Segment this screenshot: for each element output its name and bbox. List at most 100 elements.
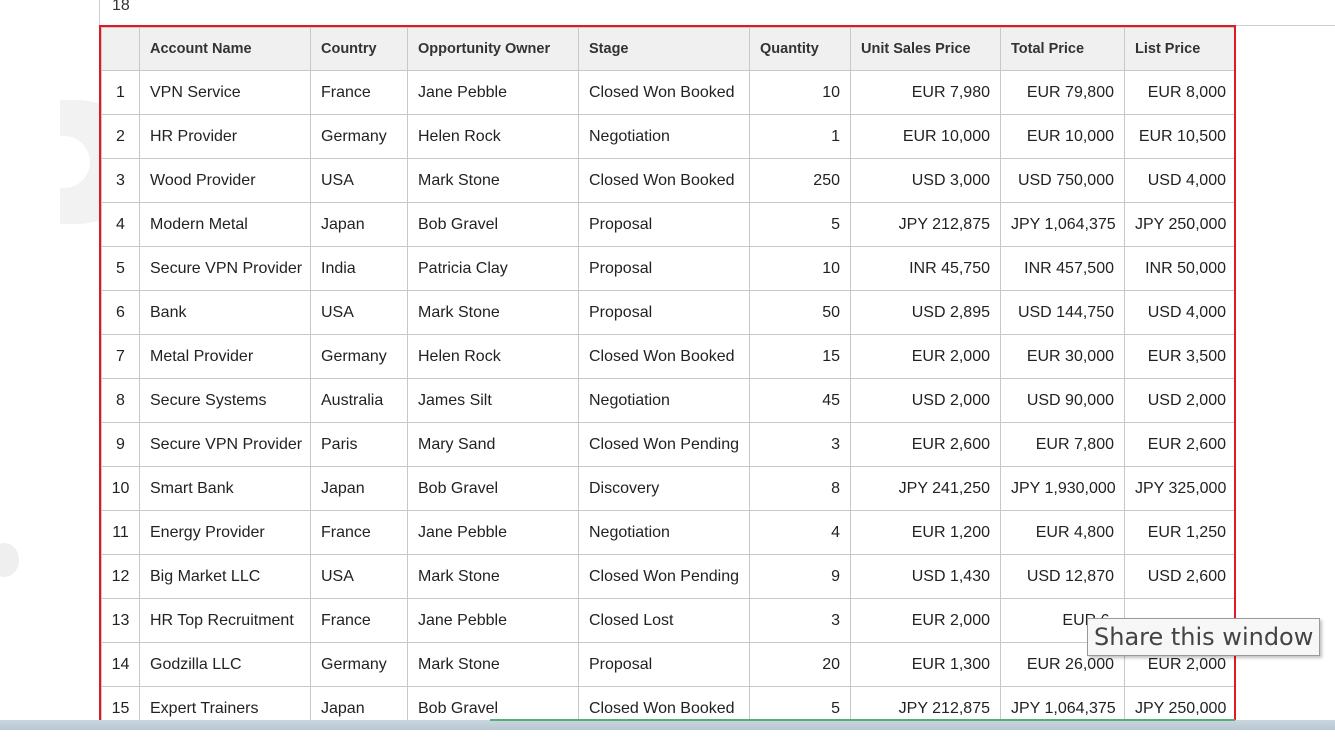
list-price-header[interactable]: List Price (1124, 27, 1234, 71)
account-name-cell[interactable]: Godzilla LLC (139, 642, 311, 687)
unit-sales-price-cell[interactable]: JPY 212,875 (850, 202, 1001, 247)
quantity-cell[interactable]: 20 (749, 642, 851, 687)
opportunity-owner-cell[interactable]: Mary Sand (407, 422, 579, 467)
total-price-cell[interactable]: JPY 1,064,375 (1000, 686, 1125, 725)
account-name-cell[interactable]: Big Market LLC (139, 554, 311, 599)
opportunity-owner-cell[interactable]: Mark Stone (407, 554, 579, 599)
unit-sales-price-cell[interactable]: EUR 2,600 (850, 422, 1001, 467)
list-price-cell[interactable]: JPY 250,000 (1124, 686, 1234, 725)
quantity-cell[interactable]: 5 (749, 202, 851, 247)
stage-cell[interactable]: Closed Won Booked (578, 686, 750, 725)
list-price-cell[interactable]: EUR 3,500 (1124, 334, 1234, 379)
row-number[interactable]: 15 (101, 686, 140, 725)
total-price-cell[interactable]: USD 90,000 (1000, 378, 1125, 423)
quantity-cell[interactable]: 250 (749, 158, 851, 203)
unit-sales-price-cell[interactable]: USD 2,895 (850, 290, 1001, 335)
table-row[interactable]: 13 HR Top Recruitment France Jane Pebble Clo… (101, 598, 1234, 643)
total-price-cell[interactable]: JPY 1,930,000 (1000, 466, 1125, 511)
total-price-header[interactable]: Total Price (1000, 27, 1125, 71)
table-row[interactable]: 7 Metal Provider Germany Helen Rock Closed W… (101, 334, 1234, 379)
stage-cell[interactable]: Negotiation (578, 378, 750, 423)
quantity-cell[interactable]: 10 (749, 70, 851, 115)
row-number[interactable]: 6 (101, 290, 140, 335)
opportunity-owner-cell[interactable]: Bob Gravel (407, 686, 579, 725)
unit-sales-price-cell[interactable]: JPY 241,250 (850, 466, 1001, 511)
country-cell[interactable]: Australia (310, 378, 408, 423)
country-header[interactable]: Country (310, 27, 408, 71)
country-cell[interactable]: France (310, 510, 408, 555)
stage-cell[interactable]: Closed Won Booked (578, 158, 750, 203)
opportunity-owner-cell[interactable]: Mark Stone (407, 642, 579, 687)
total-price-cell[interactable]: EUR 4,800 (1000, 510, 1125, 555)
list-price-cell[interactable]: USD 4,000 (1124, 158, 1234, 203)
list-price-cell[interactable]: USD 4,000 (1124, 290, 1234, 335)
opportunity-owner-cell[interactable]: Helen Rock (407, 114, 579, 159)
opportunity-owner-cell[interactable]: Mark Stone (407, 158, 579, 203)
row-number[interactable]: 9 (101, 422, 140, 467)
table-row[interactable]: 12 Big Market LLC USA Mark Stone Closed Won … (101, 554, 1234, 599)
account-name-cell[interactable]: Bank (139, 290, 311, 335)
total-price-cell[interactable]: JPY 1,064,375 (1000, 202, 1125, 247)
stage-cell[interactable]: Closed Won Pending (578, 554, 750, 599)
account-name-cell[interactable]: Secure VPN Provider (139, 246, 311, 291)
list-price-cell[interactable]: JPY 250,000 (1124, 202, 1234, 247)
table-row[interactable]: 5 Secure VPN Provider India Patricia Clay Pr… (101, 246, 1234, 291)
row-number[interactable]: 3 (101, 158, 140, 203)
selected-table-region[interactable]: Account Name Country Opportunity Owner Stag… (99, 25, 1236, 727)
opportunity-owner-cell[interactable]: Mark Stone (407, 290, 579, 335)
total-price-cell[interactable]: EUR 7,800 (1000, 422, 1125, 467)
row-number[interactable]: 13 (101, 598, 140, 643)
table-row[interactable]: 2 HR Provider Germany Helen Rock Negotiation… (101, 114, 1234, 159)
account-name-cell[interactable]: VPN Service (139, 70, 311, 115)
account-name-cell[interactable]: Metal Provider (139, 334, 311, 379)
account-name-cell[interactable]: Expert Trainers (139, 686, 311, 725)
list-price-cell[interactable]: USD 2,000 (1124, 378, 1234, 423)
table-row[interactable]: 8 Secure Systems Australia James Silt Negoti… (101, 378, 1234, 423)
quantity-cell[interactable]: 45 (749, 378, 851, 423)
stage-cell[interactable]: Negotiation (578, 510, 750, 555)
country-cell[interactable]: Japan (310, 202, 408, 247)
country-cell[interactable]: France (310, 70, 408, 115)
row-number[interactable]: 1 (101, 70, 140, 115)
opportunity-owner-cell[interactable]: Jane Pebble (407, 510, 579, 555)
unit-sales-price-cell[interactable]: EUR 10,000 (850, 114, 1001, 159)
country-cell[interactable]: France (310, 598, 408, 643)
country-cell[interactable]: Paris (310, 422, 408, 467)
account-name-cell[interactable]: Modern Metal (139, 202, 311, 247)
table-row[interactable]: 15 Expert Trainers Japan Bob Gravel Closed W… (101, 686, 1234, 725)
table-row[interactable]: 6 Bank USA Mark Stone Proposal 50 USD 2,895 USD… (101, 290, 1234, 335)
quantity-cell[interactable]: 15 (749, 334, 851, 379)
account-name-cell[interactable]: Secure VPN Provider (139, 422, 311, 467)
quantity-cell[interactable]: 50 (749, 290, 851, 335)
quantity-header[interactable]: Quantity (749, 27, 851, 71)
row-number[interactable]: 12 (101, 554, 140, 599)
opportunity-owner-cell[interactable]: Jane Pebble (407, 598, 579, 643)
opportunity-owner-cell[interactable]: James Silt (407, 378, 579, 423)
account-name-cell[interactable]: HR Top Recruitment (139, 598, 311, 643)
row-number[interactable]: 8 (101, 378, 140, 423)
unit-sales-price-cell[interactable]: USD 1,430 (850, 554, 1001, 599)
country-cell[interactable]: USA (310, 554, 408, 599)
unit-sales-price-cell[interactable]: EUR 2,000 (850, 598, 1001, 643)
unit-sales-price-cell[interactable]: EUR 2,000 (850, 334, 1001, 379)
quantity-cell[interactable]: 1 (749, 114, 851, 159)
unit-sales-price-cell[interactable]: INR 45,750 (850, 246, 1001, 291)
stage-cell[interactable]: Discovery (578, 466, 750, 511)
total-price-cell[interactable]: USD 12,870 (1000, 554, 1125, 599)
country-cell[interactable]: USA (310, 158, 408, 203)
stage-cell[interactable]: Proposal (578, 642, 750, 687)
stage-cell[interactable]: Closed Won Booked (578, 334, 750, 379)
stage-header[interactable]: Stage (578, 27, 750, 71)
country-cell[interactable]: Germany (310, 114, 408, 159)
total-price-cell[interactable]: EUR 30,000 (1000, 334, 1125, 379)
country-cell[interactable]: Germany (310, 334, 408, 379)
account-name-cell[interactable]: Secure Systems (139, 378, 311, 423)
row-number[interactable]: 14 (101, 642, 140, 687)
country-cell[interactable]: Japan (310, 686, 408, 725)
account-name-cell[interactable]: Smart Bank (139, 466, 311, 511)
table-row[interactable]: 14 Godzilla LLC Germany Mark Stone Proposal 2… (101, 642, 1234, 687)
stage-cell[interactable]: Closed Won Booked (578, 70, 750, 115)
list-price-cell[interactable]: EUR 2,600 (1124, 422, 1234, 467)
quantity-cell[interactable]: 3 (749, 598, 851, 643)
country-cell[interactable]: Germany (310, 642, 408, 687)
